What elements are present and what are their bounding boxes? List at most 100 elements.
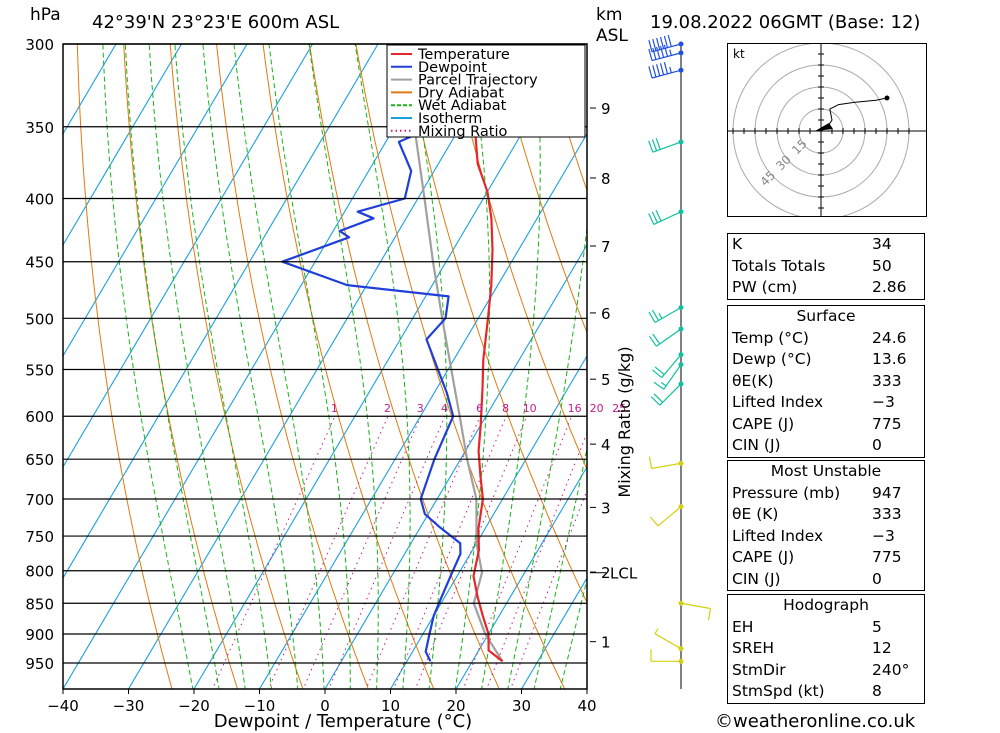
mixing-ratio-label: 10 xyxy=(523,402,537,415)
surface-value: 775 xyxy=(872,414,902,433)
wet-adiabat-line xyxy=(124,44,220,689)
wind-barb-flag xyxy=(655,209,662,222)
wind-barb-half xyxy=(669,49,672,56)
km-tick-label: 1 xyxy=(601,634,611,652)
x-tick-label: −40 xyxy=(47,697,79,715)
most-unstable-title: Most Unstable xyxy=(770,462,882,480)
pressure-label: 550 xyxy=(25,362,54,380)
km-tick-label: 9 xyxy=(601,100,611,118)
most-unstable-key: CAPE (J) xyxy=(732,548,795,566)
wind-barb-shaft xyxy=(651,69,682,79)
hodograph-value: 5 xyxy=(872,617,882,636)
pressure-label: 450 xyxy=(25,254,54,272)
most-unstable-key: Lifted Index xyxy=(732,526,824,545)
legend-mixing-ratio-label: Mixing Ratio xyxy=(418,124,508,140)
wind-barb-flag xyxy=(650,396,661,406)
most-unstable-row: θE (K) 333 xyxy=(728,504,924,526)
surface-row: CIN (J) 0 xyxy=(728,435,924,457)
hodograph-panel: kt 15 30 45 xyxy=(727,43,927,217)
hpa-label: hPa xyxy=(30,5,61,25)
wind-barb-shaft xyxy=(663,364,682,390)
hodograph-key: StmSpd (kt) xyxy=(732,682,825,700)
index-row: Totals Totals 50 xyxy=(728,256,924,278)
x-tick-label: −20 xyxy=(178,697,210,715)
most-unstable-row: CAPE (J) 775 xyxy=(728,547,924,569)
isotherm-line xyxy=(63,44,248,358)
surface-row: Temp (°C) 24.6 xyxy=(728,328,924,350)
wind-barb-flag xyxy=(651,309,660,321)
surface-key: Lifted Index xyxy=(732,393,824,411)
wind-barb-flag xyxy=(652,369,663,379)
dry-adiabat-line xyxy=(216,44,369,689)
asl-label: ASL xyxy=(596,26,628,46)
mixing-ratio-label: 25 xyxy=(612,402,626,415)
most-unstable-key: CIN (J) xyxy=(732,569,781,588)
legend-box xyxy=(386,44,586,138)
wind-barb-flag xyxy=(656,37,661,50)
hodograph-value: 240° xyxy=(872,660,910,679)
wind-barb-flag xyxy=(648,213,655,225)
mixing-ratio-label: 2 xyxy=(384,402,391,415)
wind-barb-shaft xyxy=(654,306,682,324)
legend-dry-adiabat-label: Dry Adiabat xyxy=(418,85,504,101)
index-key: PW (cm) xyxy=(732,278,798,296)
dry-adiabat-line xyxy=(123,44,239,689)
lcl-label: LCL xyxy=(610,565,638,583)
wet-adiabat-line xyxy=(408,44,448,689)
pressure-label: 700 xyxy=(25,491,54,509)
isotherm-line xyxy=(455,465,587,689)
wind-barb-flag xyxy=(648,40,653,52)
wind-barb-flag xyxy=(649,516,659,527)
surface-key: Temp (°C) xyxy=(732,328,809,347)
most-unstable-row: Lifted Index −3 xyxy=(728,526,924,548)
copyright-link[interactable]: ©weatheronline.co.uk xyxy=(715,711,916,732)
surface-row: θE(K) 333 xyxy=(728,371,924,393)
mixing-ratio-line xyxy=(267,415,389,689)
isotherm-line xyxy=(63,44,379,580)
wind-barb-flag xyxy=(667,34,672,47)
legend-wet-adiabat-label: Wet Adiabat xyxy=(418,98,507,114)
wet-adiabat-line xyxy=(308,44,379,689)
hodograph-row: SREH 12 xyxy=(728,638,924,660)
hodograph-ring-label: 15 xyxy=(789,137,810,158)
km-tick-label: 4 xyxy=(601,436,611,454)
most-unstable-row: Pressure (mb) 947 xyxy=(728,483,924,505)
km-tick-label: 5 xyxy=(601,371,611,389)
wind-barb-half xyxy=(654,628,659,634)
wind-barb-shaft xyxy=(656,328,682,347)
wind-barb-flag xyxy=(663,44,669,57)
surface-row: CAPE (J) 775 xyxy=(728,414,924,436)
wet-adiabat-line xyxy=(148,44,246,689)
hodograph-ring-label: 45 xyxy=(757,168,778,189)
surface-value: 333 xyxy=(872,371,902,390)
mixing-ratio-line xyxy=(462,416,573,689)
isotherm-line xyxy=(63,44,445,689)
wind-barb-flag xyxy=(707,608,712,621)
wind-barb-flag xyxy=(656,46,661,59)
most-unstable-row: CIN (J) 0 xyxy=(728,569,924,591)
wet-adiabat-line xyxy=(481,44,541,689)
km-tick-label: 8 xyxy=(601,170,611,188)
pressure-label: 500 xyxy=(25,310,54,328)
wind-barb-shaft xyxy=(651,462,682,470)
pressure-label: 300 xyxy=(25,36,54,54)
km-label: km xyxy=(596,5,623,25)
dry-adiabat-line xyxy=(494,44,587,335)
pressure-label: 400 xyxy=(25,190,54,208)
dry-adiabat-line xyxy=(169,44,304,689)
mixing-ratio-label: 4 xyxy=(441,402,448,415)
isotherm-line xyxy=(128,44,510,689)
datetime-title: 19.08.2022 06GMT (Base: 12) xyxy=(650,12,921,33)
hodograph-value: 12 xyxy=(872,639,892,657)
x-tick-label: 0 xyxy=(320,697,330,715)
pressure-label: 350 xyxy=(25,119,54,137)
storm-motion-marker xyxy=(815,123,833,131)
mixing-ratio-line xyxy=(392,416,507,689)
mixing-ratio-axis-label: Mixing Ratio (g/kg) xyxy=(615,346,634,497)
hodograph-ring-label: 30 xyxy=(773,152,794,173)
wind-barb-flag xyxy=(652,47,657,60)
index-value: 2.86 xyxy=(872,278,907,296)
